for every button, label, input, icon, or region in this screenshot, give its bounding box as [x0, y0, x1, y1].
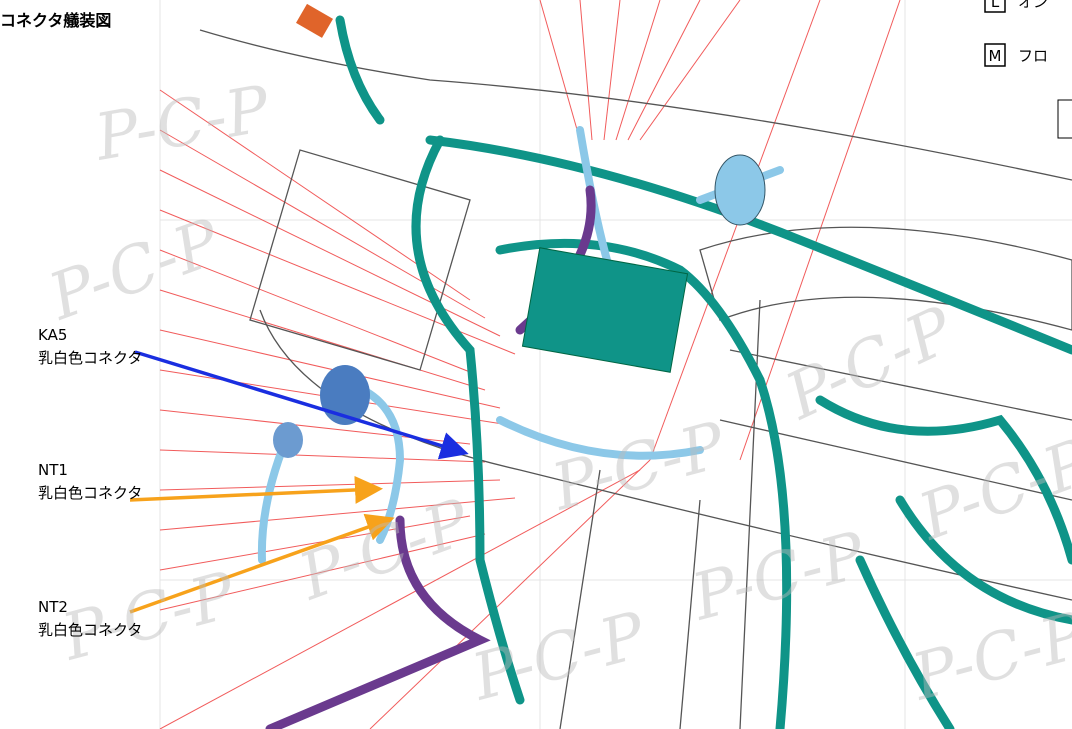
leader-line	[639, 0, 741, 141]
watermarks: P-C-P P-C-P P-C-P P-C-P P-C-P P-C-P P-C-…	[39, 72, 1072, 715]
callout-desc: 乳白色コネクタ	[38, 621, 142, 639]
callout-desc: 乳白色コネクタ	[38, 349, 142, 367]
leader-line	[539, 0, 581, 141]
leader-line	[159, 479, 501, 491]
vehicle-body	[199, 29, 1072, 729]
leader-line	[615, 0, 661, 141]
legend-label: フロ	[1018, 47, 1048, 65]
watermark: P-C-P	[544, 408, 734, 525]
callout-code: NT2	[38, 598, 68, 616]
callout-desc: 乳白色コネクタ	[38, 484, 142, 502]
leader-line	[649, 0, 821, 461]
leader-line	[159, 497, 516, 531]
leader-line	[159, 289, 486, 391]
callouts: KA5 乳白色コネクタ NT1 乳白色コネクタ NT2 乳白色コネクタ	[38, 326, 142, 639]
watermark: P-C-P	[775, 293, 966, 435]
watermark: P-C-P	[89, 72, 276, 176]
leader-line	[739, 0, 901, 461]
leader-line	[579, 0, 593, 141]
title: コネクタ艤装図	[0, 11, 111, 30]
leader-line	[627, 0, 701, 141]
leader-line	[159, 449, 486, 463]
leader-line	[159, 533, 486, 611]
legend-key: L	[991, 0, 1000, 11]
watermark: P-C-P	[684, 518, 874, 635]
grid	[159, 0, 1072, 729]
harness	[257, 3, 1072, 729]
callout-code: KA5	[38, 326, 67, 344]
leader-line	[369, 459, 651, 729]
leader-line	[603, 0, 621, 141]
legend-label: オン	[1018, 0, 1048, 11]
leader-line	[159, 515, 471, 571]
leader-line	[159, 249, 471, 373]
leader-line	[159, 469, 641, 729]
watermark: P-C-P	[904, 598, 1072, 715]
arrows	[129, 350, 469, 614]
watermark: P-C-P	[54, 558, 244, 675]
callout-code: NT1	[38, 461, 68, 479]
leader-line	[159, 329, 501, 409]
watermark: P-C-P	[909, 425, 1072, 555]
legend: L オン M フロ	[984, 0, 1072, 139]
watermark: P-C-P	[289, 485, 480, 615]
legend-key: M	[989, 47, 1002, 65]
watermark: P-C-P	[39, 205, 230, 335]
